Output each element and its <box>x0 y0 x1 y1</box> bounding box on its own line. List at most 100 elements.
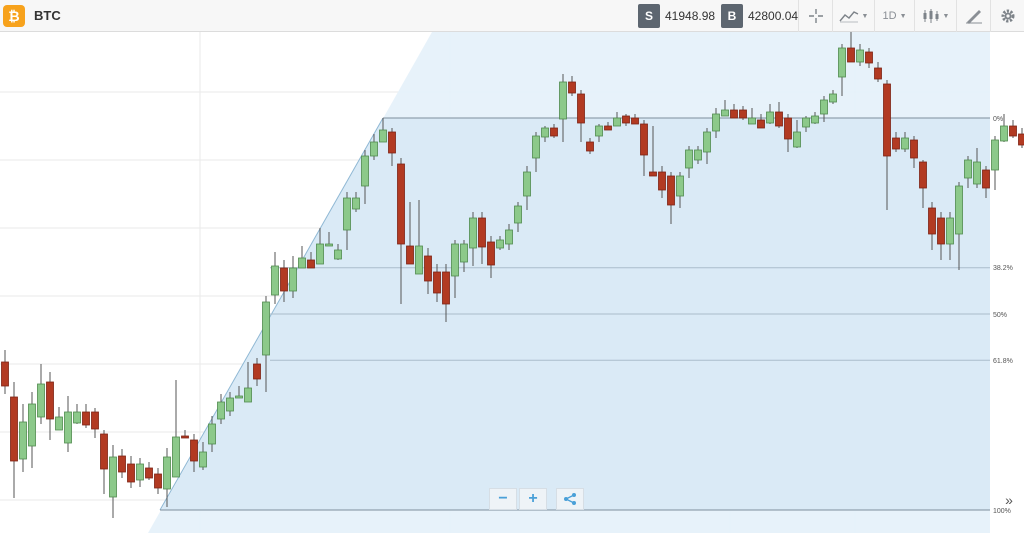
interval-label: 1D <box>882 10 897 22</box>
candle-up <box>712 113 720 132</box>
candle-up <box>694 149 702 161</box>
candle-up <box>973 161 981 185</box>
candle-up <box>226 397 234 412</box>
candle-down <box>91 411 99 430</box>
candle-up <box>541 127 549 138</box>
candle-down <box>568 81 576 94</box>
candle-up <box>460 243 468 263</box>
candle-up <box>19 421 27 460</box>
candle-up <box>217 401 225 420</box>
candle-down <box>487 241 495 266</box>
candle-up <box>856 49 864 63</box>
sell-button[interactable]: S 41948.98 <box>638 4 715 28</box>
candle-down <box>622 115 630 124</box>
candle-down <box>775 111 783 127</box>
candle-up <box>829 93 837 103</box>
zoom-in-button[interactable]: + <box>519 488 547 510</box>
candle-down <box>784 117 792 140</box>
candle-up <box>325 243 333 247</box>
zoom-out-button[interactable]: − <box>489 488 517 510</box>
candle-down <box>937 217 945 245</box>
candle-down <box>181 435 189 439</box>
candle-up <box>109 456 117 498</box>
candle-down <box>883 83 891 157</box>
candle-up <box>64 411 72 444</box>
candle-down <box>307 259 315 269</box>
sell-tag: S <box>638 4 660 28</box>
candle-up <box>559 81 567 120</box>
candle-down <box>865 51 873 64</box>
candle-down <box>388 131 396 154</box>
candle-up <box>721 109 729 117</box>
chart-type-button[interactable]: ▼ <box>914 0 956 32</box>
settings-button[interactable] <box>990 0 1024 32</box>
candle-down <box>928 207 936 235</box>
candle-up <box>532 135 540 159</box>
candle-down <box>1018 133 1024 146</box>
candle-down <box>631 117 639 125</box>
candle-down <box>640 123 648 156</box>
candle-down <box>649 171 657 177</box>
candle-up <box>820 99 828 115</box>
price-chart[interactable]: 0% 38.2% 50% 61.8% 100% <box>0 32 1024 533</box>
candle-down <box>658 171 666 191</box>
candle-down <box>118 455 126 473</box>
candle-down <box>253 363 261 380</box>
fib-label-38-2: 38.2% <box>993 265 1013 272</box>
candle-up <box>28 403 36 447</box>
candle-up <box>37 383 45 418</box>
buy-price: 42800.04 <box>748 9 799 23</box>
candle-down <box>82 411 90 426</box>
candlesticks <box>1 32 1024 518</box>
candle-down <box>406 245 414 265</box>
candle-down <box>667 175 675 206</box>
drawing-tools-icon <box>965 10 982 24</box>
candle-up <box>415 245 423 275</box>
candle-up <box>838 47 846 78</box>
chevron-down-icon: ▼ <box>899 12 907 20</box>
candle-up <box>748 117 756 125</box>
candle-up <box>73 411 81 424</box>
drawing-tools-button[interactable] <box>956 0 990 32</box>
candle-down <box>577 93 585 124</box>
candle-up <box>901 137 909 150</box>
fib-label-0: 0% <box>993 116 1003 123</box>
fib-label-50: 50% <box>993 312 1007 319</box>
buy-button[interactable]: B 42800.04 <box>721 4 798 28</box>
candle-down <box>892 137 900 150</box>
candle-down <box>190 439 198 462</box>
candle-up <box>298 257 306 269</box>
buy-tag: B <box>721 4 743 28</box>
candle-up <box>1000 125 1008 142</box>
candle-down <box>10 396 18 462</box>
interval-selector[interactable]: 1D ▼ <box>874 0 914 32</box>
candle-up <box>361 155 369 187</box>
candle-down <box>874 67 882 80</box>
scroll-to-end-button[interactable]: » <box>1005 492 1013 508</box>
share-button[interactable] <box>556 488 584 510</box>
candle-down <box>127 463 135 483</box>
bitcoin-icon: ₿ <box>3 5 25 27</box>
candle-up <box>955 185 963 235</box>
candle-down <box>919 161 927 189</box>
fibonacci-labels: 0% 38.2% 50% 61.8% 100% <box>993 116 1013 515</box>
candle-down <box>433 271 441 294</box>
indicators-button[interactable]: ▼ <box>832 0 874 32</box>
candle-up <box>262 301 270 356</box>
crosshair-button[interactable] <box>798 0 832 32</box>
candle-up <box>235 395 243 399</box>
candle-down <box>478 217 486 248</box>
candle-up <box>316 243 324 265</box>
fib-label-61-8: 61.8% <box>993 358 1013 365</box>
candle-down <box>442 271 450 305</box>
candlestick-icon <box>923 9 939 23</box>
candle-up <box>352 197 360 210</box>
candle-down <box>910 139 918 159</box>
fib-label-100: 100% <box>993 508 1011 515</box>
candle-down <box>586 141 594 152</box>
candle-up <box>946 217 954 245</box>
candle-up <box>370 141 378 157</box>
candle-up <box>451 243 459 277</box>
candle-up <box>334 249 342 260</box>
symbol-label: BTC <box>34 8 61 23</box>
